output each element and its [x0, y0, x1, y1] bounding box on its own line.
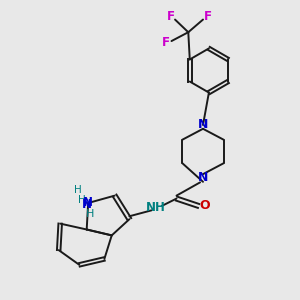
- Text: O: O: [199, 200, 210, 212]
- Text: N: N: [83, 196, 93, 209]
- Text: H: H: [74, 185, 82, 195]
- Text: F: F: [203, 10, 211, 22]
- Text: N: N: [198, 118, 208, 131]
- Text: H: H: [78, 195, 86, 205]
- Text: F: F: [167, 10, 175, 22]
- Text: N: N: [198, 172, 208, 184]
- Text: F: F: [162, 36, 170, 49]
- Text: N: N: [82, 198, 92, 211]
- Text: H: H: [86, 209, 95, 219]
- Text: NH: NH: [146, 201, 166, 214]
